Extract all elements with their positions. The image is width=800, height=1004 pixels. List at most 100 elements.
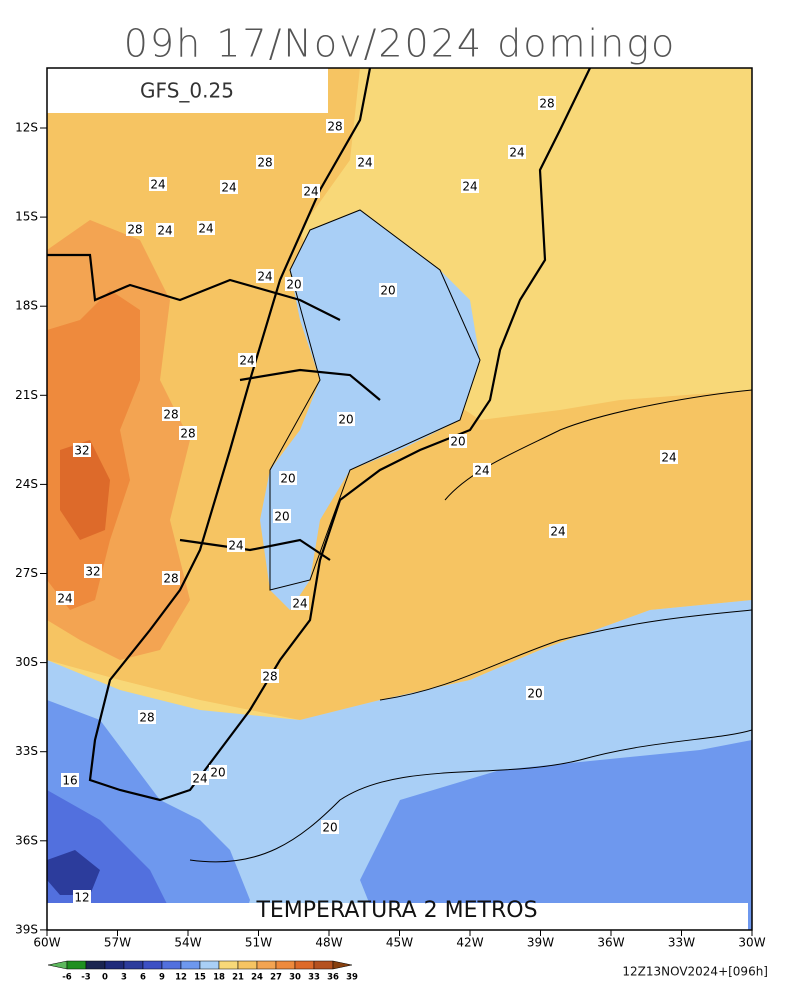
contour-label: 24 — [150, 178, 165, 192]
contour-label: 28 — [180, 427, 195, 441]
contour-label: 28 — [257, 156, 272, 170]
colorbar-tick-label: 12 — [175, 973, 187, 983]
contour-label-bg — [549, 524, 567, 538]
colorbar-tick-label: 36 — [327, 973, 339, 983]
lon-label: 45W — [386, 936, 413, 950]
field-hottest — [60, 440, 110, 540]
contour-label-bg — [56, 591, 74, 605]
colorbar-segment — [47, 960, 68, 970]
colorbar-segment — [332, 960, 353, 970]
contour-label-bg — [526, 686, 544, 700]
lat-label: 36S — [15, 833, 38, 847]
contour-label-bg — [220, 180, 238, 194]
contour-label-bg — [461, 179, 479, 193]
field-title: TEMPERATURA 2 METROS — [255, 898, 537, 923]
contour-label: 24 — [357, 156, 372, 170]
contour-label: 28 — [139, 711, 154, 725]
lat-label: 15S — [15, 210, 38, 224]
lon-label: 39W — [527, 936, 554, 950]
contour-label-bg — [73, 443, 91, 457]
contour-label: 24 — [303, 185, 318, 199]
contour-label: 20 — [527, 687, 542, 701]
isotherm — [189, 729, 752, 863]
colorbar-tick-label: -3 — [81, 973, 91, 983]
contour-label: 24 — [550, 525, 565, 539]
contour-label: 24 — [292, 597, 307, 611]
colorbar-tick-label: 6 — [140, 973, 146, 983]
contour-label: 16 — [62, 774, 77, 788]
contour-label-bg — [538, 96, 556, 110]
contour-label-bg — [61, 773, 79, 787]
colorbar-tick-label: 39 — [346, 973, 358, 983]
colorbar-segment — [275, 960, 296, 970]
contour-label-bg — [356, 155, 374, 169]
contour-label-bg — [508, 145, 526, 159]
contour-label-bg — [84, 564, 102, 578]
colorbar-segment — [161, 960, 182, 970]
lon-label: 30W — [738, 936, 765, 950]
lon-label: 33W — [668, 936, 695, 950]
field-coldest — [47, 850, 100, 895]
contour-label: 24 — [661, 451, 676, 465]
model-box — [47, 68, 328, 113]
borders — [47, 68, 591, 802]
contour-label-bg — [256, 269, 274, 283]
contour-label-bg — [256, 155, 274, 169]
colorbar-tick-label: 33 — [308, 973, 320, 983]
contour-label-bg — [279, 471, 297, 485]
colorbar-tick-label: 18 — [213, 973, 225, 983]
contour-label: 20 — [210, 766, 225, 780]
colorbar-segment — [237, 960, 258, 970]
contour-label-bg — [291, 596, 309, 610]
contour-label-bg — [191, 771, 209, 785]
contour-label: 12 — [74, 891, 89, 905]
contour-label: 24 — [239, 354, 254, 368]
contour-label: 24 — [228, 539, 243, 553]
lon-label: 36W — [597, 936, 624, 950]
lat-label: 27S — [15, 566, 38, 580]
contour-label: 20 — [280, 472, 295, 486]
border-line — [47, 253, 341, 321]
colorbar-segment — [85, 960, 106, 970]
model-label: GFS_0.25 — [140, 79, 234, 103]
map-title: 09h 17/Nov/2024 domingo — [124, 22, 677, 66]
contour-label-bg — [473, 463, 491, 477]
colorbar-segment — [313, 960, 334, 970]
contour-label-bg — [227, 538, 245, 552]
contour-label-bg — [209, 765, 227, 779]
field-title-box — [47, 903, 748, 930]
contour-label: 24 — [157, 224, 172, 238]
contour-label: 28 — [127, 223, 142, 237]
contour-label-bg — [302, 184, 320, 198]
contour-label-bg — [261, 669, 279, 683]
lon-label: 48W — [315, 936, 342, 950]
contour-label-bg — [285, 277, 303, 291]
contour-label: 20 — [380, 284, 395, 298]
contour-label-bg — [162, 407, 180, 421]
colorbar-segment — [104, 960, 125, 970]
border-line — [239, 368, 381, 401]
lon-label: 54W — [174, 936, 201, 950]
contour-label-bg — [156, 223, 174, 237]
contour-label: 32 — [74, 444, 89, 458]
colorbar-segment — [218, 960, 239, 970]
colorbar-tick-label: -6 — [62, 973, 72, 983]
contour-label-bg — [126, 222, 144, 236]
contour-label: 20 — [274, 510, 289, 524]
contour-label: 28 — [163, 572, 178, 586]
contour-label: 20 — [450, 435, 465, 449]
border-line — [179, 538, 331, 561]
lat-label: 39S — [15, 922, 38, 936]
map-field — [47, 68, 752, 930]
colorbar-segment — [256, 960, 277, 970]
lon-label: 51W — [245, 936, 272, 950]
lon-label: 60W — [33, 936, 60, 950]
isotherm — [269, 209, 481, 591]
contour-label: 24 — [221, 181, 236, 195]
contour-label-bg — [660, 450, 678, 464]
lon-label: 42W — [456, 936, 483, 950]
colorbar-tick-label: 15 — [194, 973, 206, 983]
colorbar-segment — [294, 960, 315, 970]
